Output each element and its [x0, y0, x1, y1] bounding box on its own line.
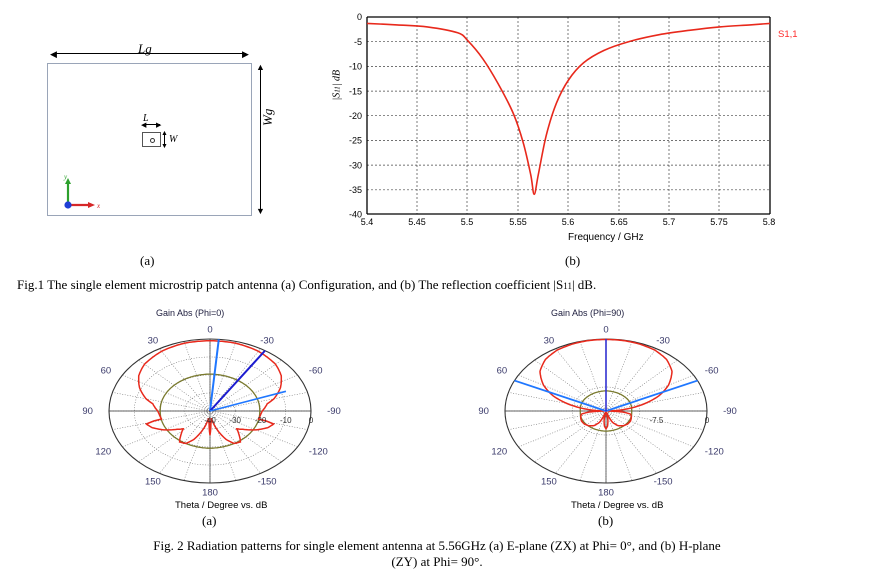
svg-text:-60: -60 — [705, 365, 719, 376]
svg-text:150: 150 — [541, 477, 557, 488]
svg-text:180: 180 — [598, 487, 614, 498]
svg-text:0: 0 — [705, 416, 710, 425]
svg-text:-150: -150 — [654, 477, 673, 488]
svg-text:90: 90 — [478, 406, 489, 417]
svg-text:-7.5: -7.5 — [650, 416, 664, 425]
svg-text:-30: -30 — [656, 336, 670, 347]
svg-text:0: 0 — [603, 325, 608, 336]
svg-text:-120: -120 — [705, 447, 724, 458]
svg-text:120: 120 — [491, 447, 507, 458]
svg-text:30: 30 — [544, 336, 555, 347]
svg-text:-90: -90 — [723, 406, 737, 417]
svg-text:60: 60 — [497, 365, 508, 376]
